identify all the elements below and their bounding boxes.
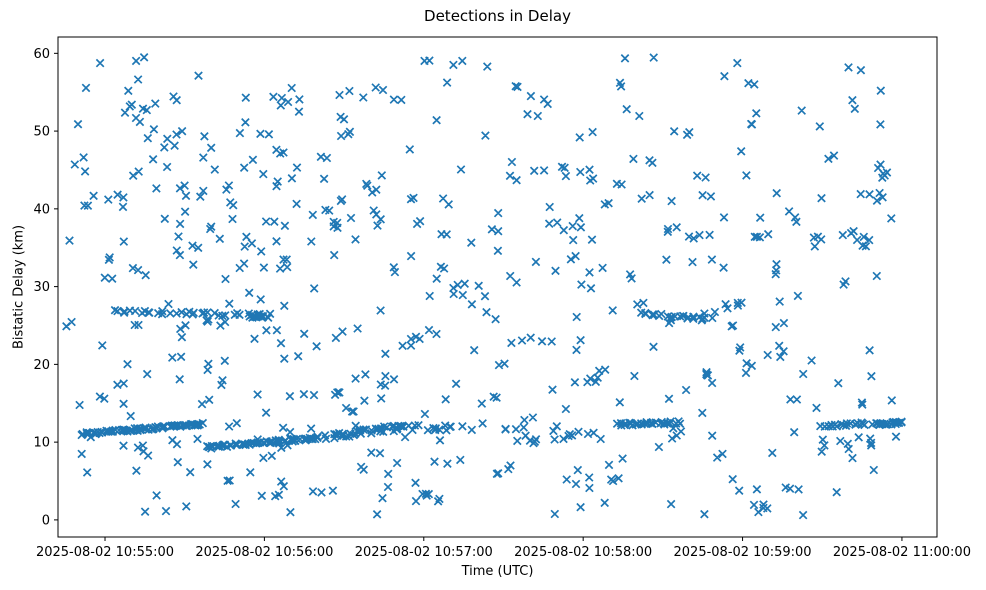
y-tick-label: 30 — [33, 280, 50, 295]
x-axis-label: Time (UTC) — [461, 564, 534, 579]
y-axis-ticks: 0 10 20 30 40 50 60 — [33, 47, 58, 528]
x-tick-label: 2025-08-02 11:00:00 — [833, 545, 971, 560]
x-tick-label: 2025-08-02 10:56:00 — [195, 545, 333, 560]
chart-title: Detections in Delay — [424, 7, 571, 25]
x-tick-label: 2025-08-02 10:59:00 — [674, 545, 812, 560]
y-tick-label: 0 — [42, 513, 50, 528]
scatter-points — [62, 52, 906, 520]
y-tick-label: 40 — [33, 202, 50, 217]
y-tick-label: 10 — [33, 436, 50, 451]
x-tick-label: 2025-08-02 10:55:00 — [36, 545, 174, 560]
x-axis-ticks: 2025-08-02 10:55:00 2025-08-02 10:56:00 20… — [36, 537, 971, 560]
y-tick-label: 50 — [33, 125, 50, 140]
x-tick-label: 2025-08-02 10:57:00 — [355, 545, 493, 560]
x-tick-label: 2025-08-02 10:58:00 — [514, 545, 652, 560]
y-tick-label: 20 — [33, 358, 50, 373]
axes-frame — [57, 36, 938, 538]
y-axis-label: Bistatic Delay (km) — [11, 224, 27, 350]
y-tick-label: 60 — [33, 47, 50, 62]
